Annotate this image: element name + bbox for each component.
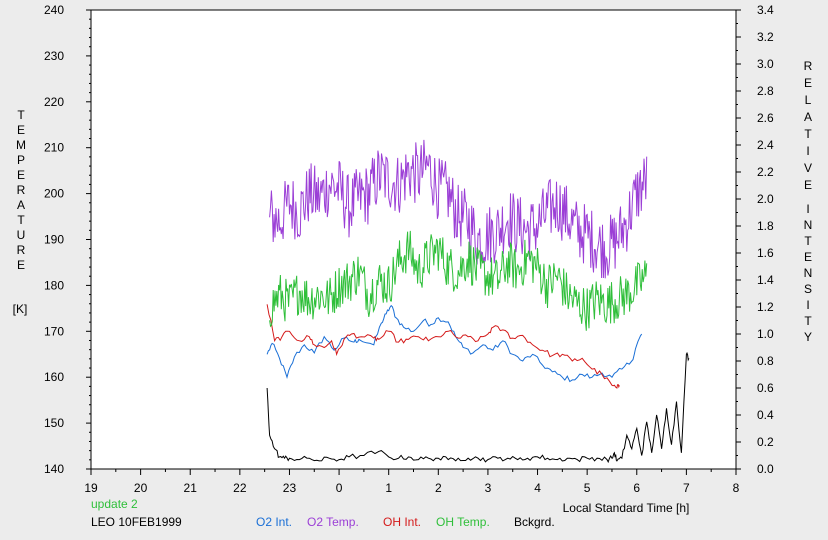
x-tick-label: 0 [336, 481, 343, 495]
y-left-title-letter: E [17, 168, 25, 182]
y-left-title-letter: M [16, 138, 26, 152]
y-right-tick-label: 1.2 [757, 300, 774, 314]
x-tick-label: 19 [84, 481, 98, 495]
y-right-title-letter: V [804, 161, 812, 175]
series-line-oh-temp [269, 230, 648, 331]
y-right-tick-label: 0.8 [757, 354, 774, 368]
y-left-title-letter: A [17, 198, 25, 212]
legend-entry: OH Temp. [436, 515, 490, 529]
legend-entry: Bckgrd. [514, 515, 555, 529]
y-right-tick-label: 2.6 [757, 111, 774, 125]
y-right-tick-label: 1.8 [757, 219, 774, 233]
y-right-tick-label: 0.2 [757, 435, 774, 449]
y-left-tick-label: 200 [44, 187, 64, 201]
axis-layer [86, 9, 741, 475]
y-right-tick-label: 0.4 [757, 408, 774, 422]
y-left-tick-label: 160 [44, 370, 64, 384]
y-right-tick-label: 0.6 [757, 381, 774, 395]
y-left-tick-label: 190 [44, 233, 64, 247]
y-left-tick-label: 230 [44, 49, 64, 63]
y-right-title-letter: E [804, 76, 812, 90]
y-left-title-letter: U [17, 228, 26, 242]
y-right-tick-label: 2.4 [757, 138, 774, 152]
x-tick-label: 4 [534, 481, 541, 495]
y-left-tick-label: 210 [44, 141, 64, 155]
y-left-title-letter: R [17, 183, 26, 197]
y-left-unit: [K] [13, 302, 28, 316]
series-layer [266, 139, 690, 464]
series-line-o2-int [266, 304, 643, 383]
x-tick-label: 7 [683, 481, 690, 495]
y-right-title-letter: N [804, 266, 813, 280]
x-tick-label: 6 [633, 481, 640, 495]
x-tick-label: 22 [233, 481, 247, 495]
y-left-title-letter: T [17, 108, 25, 122]
site-date-label: LEO 10FEB1999 [91, 515, 182, 529]
y-left-title-letter: E [17, 258, 25, 272]
plot-area [90, 9, 737, 470]
x-tick-label: 1 [385, 481, 392, 495]
y-right-tick-label: 2.0 [757, 192, 774, 206]
y-right-title-letter: Y [804, 330, 812, 344]
x-axis-title: Local Standard Time [h] [563, 501, 690, 515]
series-line-o2-temp [269, 139, 648, 279]
legend-entry: O2 Int. [256, 515, 292, 529]
x-tick-label: 23 [283, 481, 297, 495]
y-right-tick-label: 1.4 [757, 273, 774, 287]
x-tick-label: 5 [584, 481, 591, 495]
update-label: update 2 [91, 497, 138, 511]
y-left-tick-label: 150 [44, 416, 64, 430]
y-left-title-letter: T [17, 213, 25, 227]
y-right-tick-label: 2.2 [757, 165, 774, 179]
x-tick-label: 21 [184, 481, 198, 495]
y-left-tick-label: 220 [44, 95, 64, 109]
legend-entry: O2 Temp. [307, 515, 359, 529]
y-left-tick-label: 170 [44, 324, 64, 338]
y-left-tick-label: 180 [44, 278, 64, 292]
y-right-title-letter: L [805, 93, 812, 107]
y-right-title-letter: T [804, 234, 812, 248]
series-line-bckgrd [266, 351, 690, 464]
y-right-tick-label: 3.4 [757, 3, 774, 17]
y-left-tick-label: 240 [44, 3, 64, 17]
x-tick-label: 8 [733, 481, 740, 495]
y-right-title-letter: I [806, 202, 809, 216]
y-right-title-letter: T [804, 314, 812, 328]
labels-layer: 1401501601701801902002102202302400.00.20… [13, 3, 813, 529]
y-right-tick-label: 2.8 [757, 84, 774, 98]
y-right-tick-label: 3.0 [757, 57, 774, 71]
y-right-title-letter: E [804, 250, 812, 264]
y-right-title-letter: T [804, 127, 812, 141]
y-left-tick-label: 140 [44, 462, 64, 476]
x-tick-label: 20 [134, 481, 148, 495]
y-right-tick-label: 0.0 [757, 462, 774, 476]
y-left-title-letter: R [17, 243, 26, 257]
y-right-title-letter: S [804, 282, 812, 296]
y-right-title-letter: N [804, 218, 813, 232]
legend-entry: OH Int. [383, 515, 421, 529]
series-line-oh-int [266, 304, 620, 389]
y-right-title-letter: A [804, 110, 812, 124]
y-right-title-letter: E [804, 178, 812, 192]
y-right-title-letter: I [806, 298, 809, 312]
y-right-tick-label: 1.6 [757, 246, 774, 260]
y-right-title-letter: I [806, 144, 809, 158]
y-left-title-letter: P [17, 153, 25, 167]
x-tick-label: 3 [485, 481, 492, 495]
x-tick-label: 2 [435, 481, 442, 495]
y-right-tick-label: 3.2 [757, 30, 774, 44]
y-right-tick-label: 1.0 [757, 327, 774, 341]
y-right-title-letter: R [804, 59, 813, 73]
y-left-title-letter: E [17, 123, 25, 137]
